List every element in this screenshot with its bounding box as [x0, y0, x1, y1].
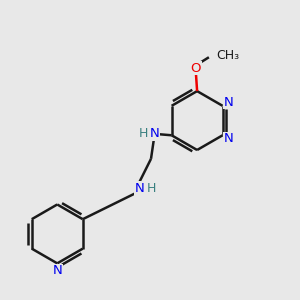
Text: H: H [139, 127, 148, 140]
Text: N: N [149, 127, 159, 140]
Text: H: H [147, 182, 157, 195]
Text: N: N [224, 96, 234, 109]
Text: CH₃: CH₃ [216, 49, 239, 62]
Text: N: N [135, 182, 144, 195]
Text: N: N [224, 133, 234, 146]
Text: N: N [52, 264, 62, 277]
Text: O: O [190, 61, 201, 75]
